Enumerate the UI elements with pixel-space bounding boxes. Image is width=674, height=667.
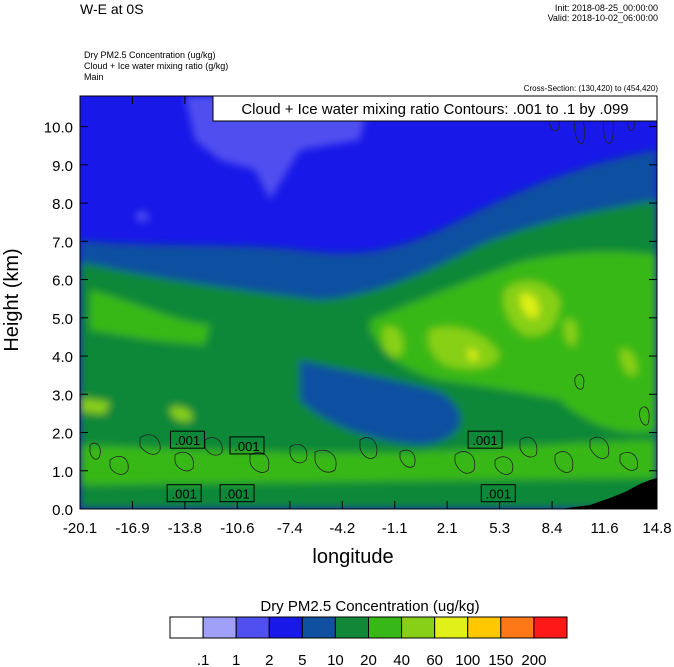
colorbar-swatch: [235, 616, 270, 639]
contour-label: .001: [234, 439, 259, 454]
contour-label: .001: [172, 487, 197, 502]
colorbar-title: Dry PM2.5 Concentration (ug/kg): [260, 598, 479, 615]
contour-label: .001: [486, 487, 511, 502]
colorbar-swatch: [301, 616, 336, 639]
colorbar-label: 2: [265, 652, 273, 667]
x-tick-label: -1.1: [382, 520, 408, 537]
contour-label-box: [467, 430, 503, 449]
y-tick-label: 4.0: [52, 349, 73, 366]
x-tick-label: 2.1: [437, 520, 458, 537]
x-tick-label: -13.8: [168, 520, 202, 537]
y-axis: 0.0 1.0 2.0 3.0 4.0 5.0 6.0 7.0 8.0 9.0 10.0: [44, 120, 657, 519]
colorbar-label: 1: [232, 652, 240, 667]
cross-section-label: Cross-Section: (130,420) to (454,420): [523, 84, 658, 93]
colorbar-swatch: [434, 616, 469, 639]
x-tick-label: -4.2: [329, 520, 355, 537]
colorbar-labels: .1 1 2 5 10 20 40 60 100 150 200: [197, 652, 547, 667]
colorbar-swatch: [533, 616, 568, 639]
contour-info-text: Cloud + Ice water mixing ratio Contours:…: [241, 101, 628, 118]
contour-label: .001: [472, 433, 497, 448]
y-tick-label: 6.0: [52, 273, 73, 290]
x-tick-label: -7.4: [277, 520, 303, 537]
y-tick-label: 0.0: [52, 502, 73, 519]
colorbar-label: 60: [426, 652, 443, 667]
colorbar: [169, 616, 568, 639]
colorbar-label: 20: [360, 652, 377, 667]
field-subtitle-main: Main: [84, 72, 104, 82]
colorbar-swatch: [467, 616, 502, 639]
y-tick-label: 1.0: [52, 464, 73, 481]
colorbar-label: 200: [521, 652, 546, 667]
x-axis-label: longitude: [312, 546, 393, 568]
y-tick-label: 2.0: [52, 426, 73, 443]
contour-label: .001: [175, 433, 200, 448]
colorbar-label: 40: [393, 652, 410, 667]
y-tick-label: 5.0: [52, 311, 73, 328]
field-subtitle-pm25: Dry PM2.5 Concentration (ug/kg): [84, 50, 216, 60]
colorbar-swatch: [500, 616, 535, 639]
x-tick-label: 11.6: [590, 520, 618, 537]
contour-labels: .001 .001 .001 .001 .001 .001: [166, 430, 516, 503]
colorbar-label: 10: [327, 652, 344, 667]
colorbar-swatch: [268, 616, 303, 639]
colorbar-swatch: [401, 616, 436, 639]
x-tick-label: -20.1: [63, 520, 97, 537]
x-axis: -20.1 -16.9 -13.8 -10.6 -7.4 -4.2 -1.1 2.1 5.3 8.…: [63, 96, 672, 537]
plot-title: W-E at 0S: [80, 1, 144, 17]
colorbar-swatch: [169, 616, 204, 639]
field-subtitle-cloud: Cloud + Ice water mixing ratio (g/kg): [84, 61, 229, 71]
x-tick-label: 14.8: [642, 520, 671, 537]
y-tick-label: 9.0: [52, 158, 73, 175]
colorbar-swatch: [368, 616, 403, 639]
concentration-field: [80, 96, 657, 509]
x-tick-label: -10.6: [220, 520, 254, 537]
contour-label-box: [169, 430, 205, 449]
contour-label: .001: [224, 487, 249, 502]
y-tick-label: 7.0: [52, 234, 73, 251]
x-tick-label: -16.9: [115, 520, 149, 537]
init-time: Init: 2018-08-25_00:00:00: [554, 3, 658, 13]
colorbar-label: 5: [298, 652, 306, 667]
contour-label-box: [480, 484, 516, 503]
colorbar-swatch: [202, 616, 237, 639]
colorbar-label: .1: [197, 652, 210, 667]
contour-label-box: [229, 436, 265, 455]
colorbar-label: 100: [455, 652, 480, 667]
colorbar-swatch: [334, 616, 369, 639]
x-tick-label: 5.3: [489, 520, 510, 537]
y-tick-label: 10.0: [44, 120, 73, 137]
contour-label-box: [166, 484, 202, 503]
y-axis-label: Height (km): [1, 248, 23, 351]
x-tick-label: 8.4: [542, 520, 563, 537]
contour-label-box: [219, 484, 255, 503]
y-tick-label: 8.0: [52, 196, 73, 213]
contour-info-box: [212, 95, 658, 122]
valid-time: Valid: 2018-10-02_06:00:00: [547, 13, 658, 23]
colorbar-label: 150: [488, 652, 513, 667]
y-tick-label: 3.0: [52, 387, 73, 404]
